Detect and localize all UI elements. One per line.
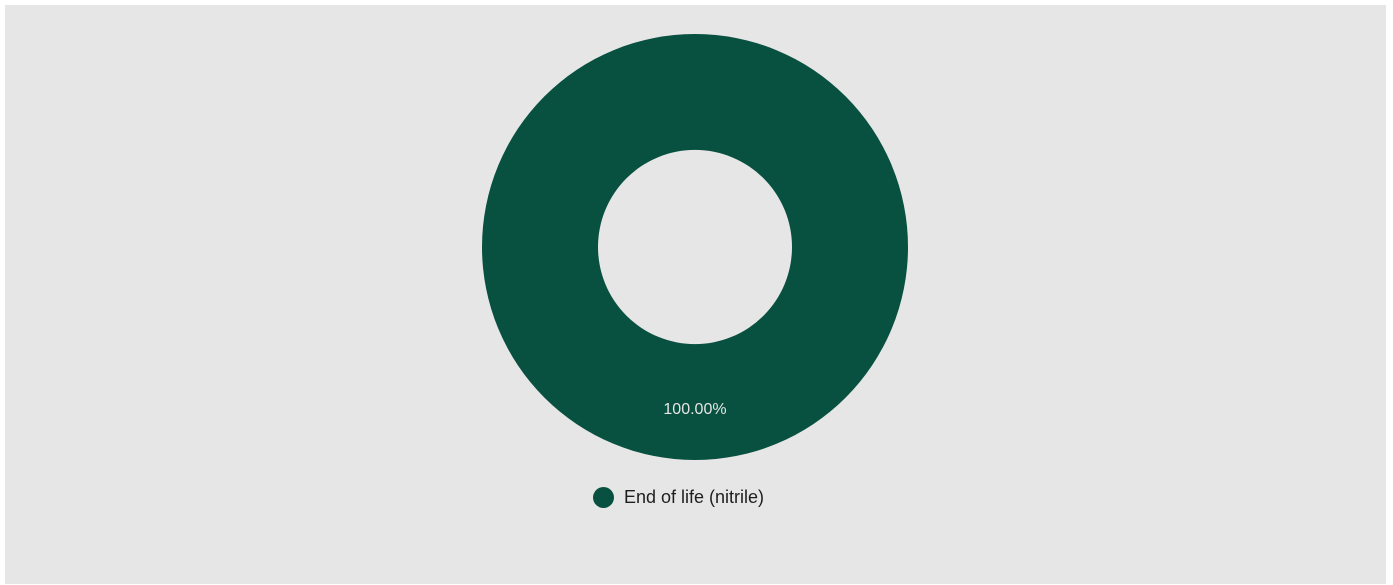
donut-slice-end-of-life-nitrile bbox=[482, 34, 908, 460]
donut-slice-labels: 100.00% bbox=[663, 401, 726, 418]
donut-chart: 100.00% bbox=[482, 34, 908, 460]
chart-legend: End of life (nitrile) bbox=[593, 487, 764, 508]
legend-swatch-end-of-life-nitrile bbox=[593, 487, 614, 508]
slice-label-end-of-life-nitrile: 100.00% bbox=[663, 401, 726, 418]
donut-slices bbox=[482, 34, 908, 460]
chart-panel: 100.00% End of life (nitrile) bbox=[5, 5, 1386, 584]
legend-label-end-of-life-nitrile: End of life (nitrile) bbox=[624, 487, 765, 507]
